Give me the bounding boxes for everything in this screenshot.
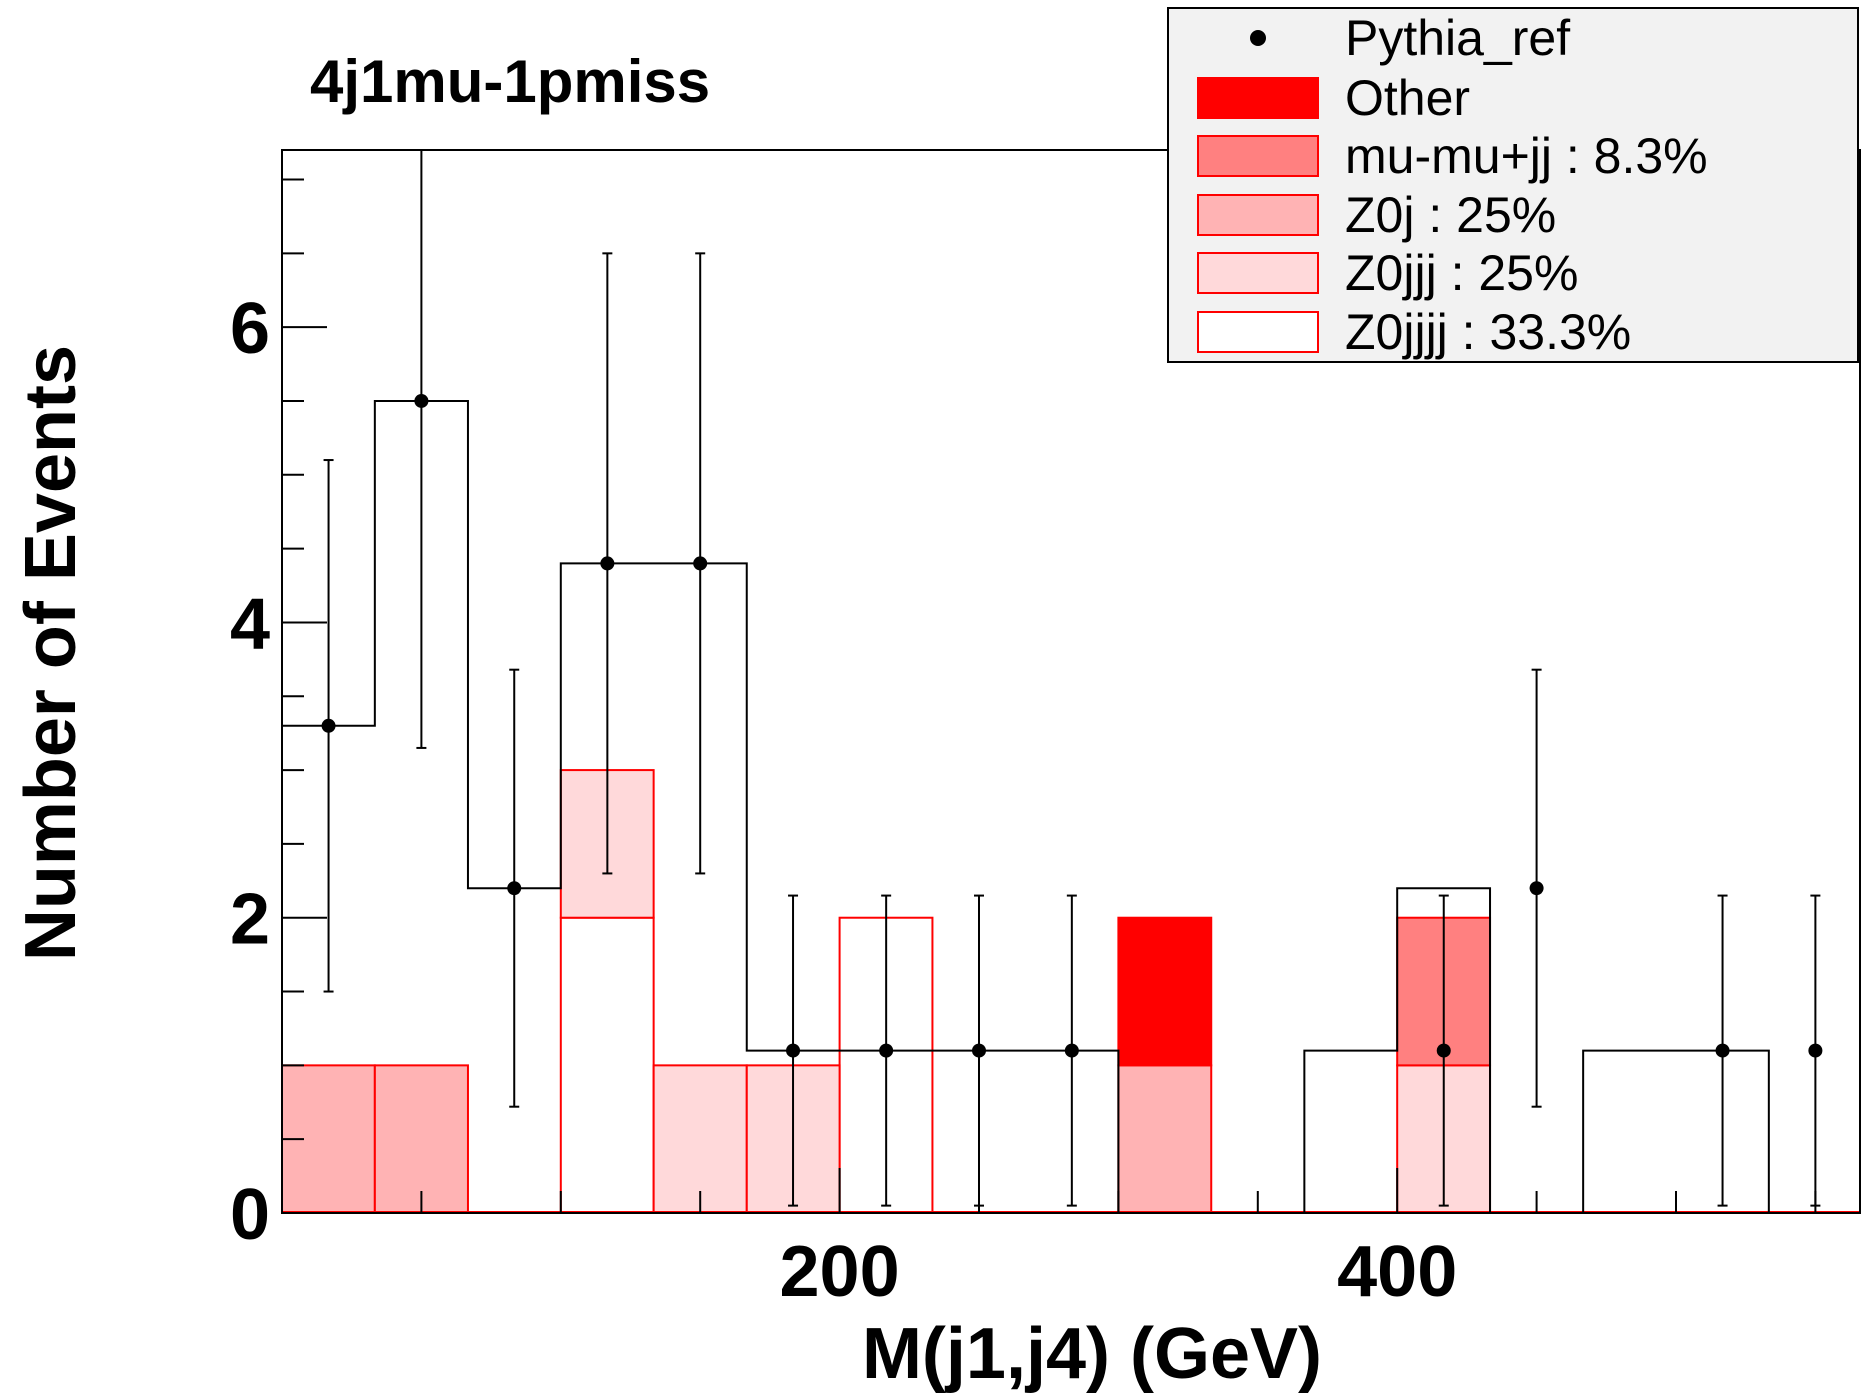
data-point-4 — [693, 556, 708, 571]
chart-title: 4j1mu-1pmiss — [310, 48, 710, 115]
x-axis-title: M(j1,j4) (GeV) — [862, 1314, 1322, 1393]
legend-label-2: mu-mu+jj : 8.3% — [1345, 128, 1708, 184]
axes — [281, 149, 1861, 1214]
tick-labels: 0 2 4 6 200 400 — [230, 289, 1457, 1312]
legend-box — [1167, 7, 1859, 363]
legend-swatch-2 — [1197, 135, 1319, 177]
legend-label-5: Z0jjjj : 33.3% — [1345, 304, 1631, 360]
legend-swatch-3 — [1197, 194, 1319, 236]
hist-bar-2-9 — [1117, 1064, 1213, 1214]
plot-frame — [281, 149, 1861, 1214]
x-tick-label-400: 400 — [1337, 1232, 1457, 1312]
y-tick-label-2: 2 — [230, 880, 270, 960]
legend-marker-0 — [1250, 30, 1266, 46]
hist-bar-1-4 — [652, 1064, 748, 1214]
y-axis-title: Number of Events — [11, 345, 91, 961]
data-point-3 — [600, 556, 615, 571]
hist-bar-0-3 — [559, 916, 655, 1214]
x-tick-label-200: 200 — [780, 1232, 900, 1312]
data-point-6 — [879, 1043, 894, 1058]
y-tick-label-6: 6 — [230, 289, 270, 369]
data-point-9 — [1436, 1043, 1451, 1058]
hist-bar-2-1 — [373, 1064, 469, 1214]
data-point-2 — [507, 881, 522, 896]
legend-swatch-1 — [1197, 77, 1319, 119]
data-point-7 — [971, 1043, 986, 1058]
legend-label-4: Z0jjj : 25% — [1345, 245, 1578, 301]
data-point-5 — [786, 1043, 801, 1058]
y-tick-label-0: 0 — [230, 1175, 270, 1255]
data-point-1 — [414, 393, 429, 408]
legend-label-3: Z0j : 25% — [1345, 187, 1556, 243]
data-point-11 — [1715, 1043, 1730, 1058]
error-bar-layer — [321, 150, 1823, 1207]
legend-label-0: Pythia_ref — [1345, 10, 1570, 66]
legend-swatch-4 — [1197, 252, 1319, 294]
data-point-12 — [1808, 1043, 1823, 1058]
data-point-0 — [321, 718, 336, 733]
data-point-8 — [1064, 1043, 1079, 1058]
hist-bar-4-9 — [1117, 916, 1213, 1067]
legend-label-1: Other — [1345, 70, 1470, 126]
legend-swatch-5 — [1197, 311, 1319, 353]
y-tick-label-4: 4 — [230, 584, 270, 664]
data-point-10 — [1529, 881, 1544, 896]
